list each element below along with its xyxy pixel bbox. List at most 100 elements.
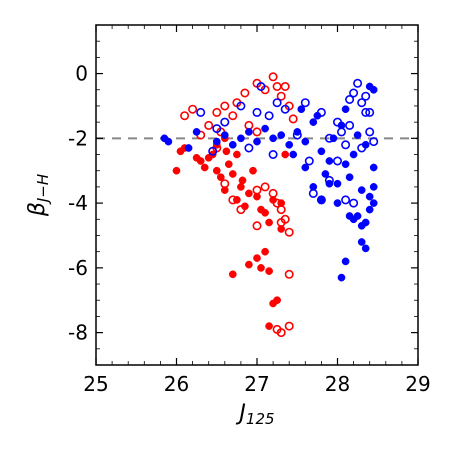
data-point	[357, 238, 366, 246]
data-point	[357, 98, 367, 108]
data-point	[277, 225, 286, 233]
data-point	[357, 143, 367, 153]
data-point	[353, 131, 362, 139]
data-point	[345, 173, 354, 182]
data-point	[332, 156, 342, 166]
data-point	[261, 208, 269, 217]
data-point	[252, 185, 262, 195]
y-tick-label: -4	[68, 191, 88, 215]
data-point	[345, 120, 355, 130]
data-point	[268, 72, 278, 82]
data-point	[301, 163, 310, 172]
data-point	[301, 137, 310, 146]
data-point	[308, 188, 318, 198]
data-point	[309, 118, 318, 126]
data-point	[325, 157, 334, 165]
data-point	[192, 128, 201, 136]
data-point	[220, 117, 230, 127]
data-point	[276, 218, 286, 228]
data-point	[345, 95, 355, 105]
data-point	[238, 176, 247, 185]
data-point	[357, 186, 366, 194]
data-point	[341, 195, 351, 205]
series-3	[196, 78, 379, 208]
data-point	[284, 321, 294, 331]
y-tick-label: -8	[68, 321, 88, 345]
data-point	[333, 199, 342, 207]
data-point	[256, 82, 266, 92]
data-point	[220, 179, 230, 189]
data-point	[277, 131, 286, 139]
data-point	[252, 221, 262, 231]
data-point	[349, 88, 359, 98]
data-point	[289, 150, 298, 159]
data-point	[220, 101, 230, 111]
data-point	[280, 82, 290, 92]
data-point	[332, 117, 342, 127]
data-point	[317, 147, 326, 156]
series-0	[172, 134, 290, 330]
y-tick-label: -2	[68, 126, 88, 150]
data-point	[257, 264, 265, 272]
data-point	[244, 120, 254, 130]
data-point	[245, 128, 253, 136]
data-point	[353, 212, 362, 220]
data-point	[365, 107, 375, 117]
data-point	[365, 127, 375, 137]
data-point	[188, 104, 198, 114]
data-point	[297, 105, 306, 114]
data-point	[285, 140, 294, 149]
data-point	[369, 163, 378, 172]
data-point	[333, 179, 342, 188]
data-point	[245, 189, 253, 198]
data-point	[349, 150, 358, 159]
data-point	[224, 160, 233, 169]
data-point	[245, 260, 253, 269]
data-point	[237, 183, 245, 191]
data-point	[316, 107, 326, 117]
data-point	[212, 137, 221, 146]
data-point	[276, 328, 286, 338]
data-point	[272, 82, 282, 92]
data-point	[236, 101, 246, 111]
data-point	[192, 153, 201, 162]
data-point	[284, 227, 294, 237]
data-point	[300, 98, 310, 108]
data-point	[337, 273, 346, 282]
data-point	[220, 131, 229, 139]
data-point	[269, 134, 277, 143]
data-point	[172, 166, 181, 175]
data-point	[361, 218, 370, 227]
data-point	[180, 111, 190, 121]
data-point	[184, 144, 193, 152]
data-point	[228, 111, 238, 121]
data-point	[349, 198, 359, 208]
data-point	[261, 124, 269, 133]
y-tick-label: 0	[75, 62, 88, 86]
data-point	[268, 188, 278, 198]
data-point	[324, 133, 334, 143]
data-point	[341, 160, 350, 169]
data-point	[216, 173, 225, 182]
x-tick-label: 28	[325, 372, 350, 396]
data-point	[281, 150, 290, 159]
data-point	[253, 137, 261, 146]
data-point	[369, 137, 379, 147]
data-point	[361, 107, 371, 117]
data-point	[276, 91, 286, 101]
data-point	[265, 267, 273, 275]
data-point	[265, 218, 273, 227]
data-point	[237, 134, 245, 143]
data-point	[284, 269, 294, 279]
data-point	[341, 257, 350, 266]
data-point	[204, 120, 214, 130]
data-point	[341, 140, 351, 150]
x-tick-label: 26	[164, 372, 189, 396]
data-point	[249, 166, 257, 175]
data-point	[292, 130, 302, 140]
data-point	[268, 150, 278, 160]
data-point	[336, 127, 346, 137]
data-point	[280, 104, 290, 114]
series-2	[160, 82, 378, 282]
